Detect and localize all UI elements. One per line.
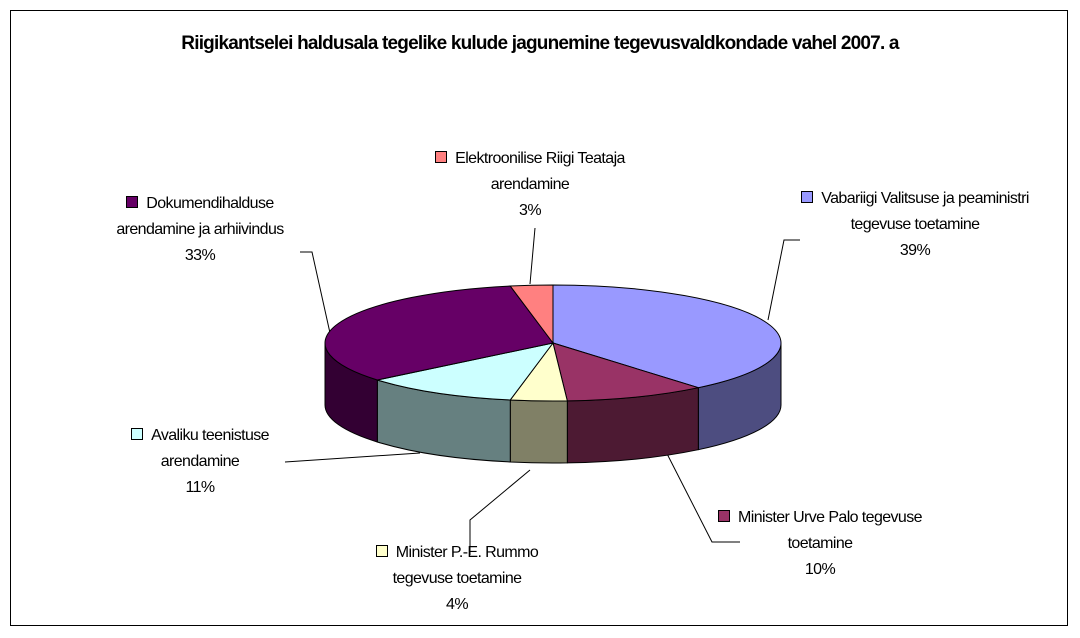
legend-key	[801, 191, 814, 203]
slice-side	[509, 399, 568, 464]
category-label: Avaliku teenistuse arendamine	[151, 427, 269, 470]
leader-line	[767, 239, 800, 321]
category-label: Minister Urve Palo tegevuse toetamine	[738, 509, 922, 552]
category-label: Vabariigi Valitsuse ja peaministri tegev…	[821, 190, 1029, 233]
category-label: Elektroonilise Riigi Teataja arendamine	[455, 150, 625, 193]
slice-label: Elektroonilise Riigi Teataja arendamine 3…	[425, 146, 635, 224]
legend-key	[435, 151, 448, 163]
leader-line	[659, 439, 740, 543]
slice-label: Avaliku teenistuse arendamine 11%	[95, 423, 305, 501]
slice-label: Vabariigi Valitsuse ja peaministri tegev…	[800, 186, 1030, 264]
leader-line	[469, 469, 531, 555]
slice-label: Minister P.-E. Rummo tegevuse toetamine 4…	[362, 540, 552, 618]
chart-title: Riigikantselei haldusala tegelike kulude…	[181, 33, 899, 54]
slice	[509, 284, 554, 345]
slice-label: Minister Urve Palo tegevuse toetamine 10%	[715, 505, 925, 583]
chart-frame	[10, 10, 1068, 626]
leader-line	[529, 227, 536, 285]
legend-key	[131, 428, 144, 440]
slice	[552, 342, 701, 402]
slice-label: Dokumendihalduse arendamine ja arhiivind…	[100, 191, 300, 269]
legend-key	[375, 545, 388, 557]
slice	[375, 342, 555, 401]
leader-line	[300, 251, 331, 334]
value-label: 11%	[185, 479, 215, 496]
category-label: Dokumendihalduse arendamine ja arhiivind…	[116, 195, 284, 238]
value-label: 39%	[899, 242, 931, 259]
legend-key	[718, 510, 731, 522]
slice	[552, 284, 782, 389]
value-label: 10%	[804, 561, 836, 578]
legend-key	[126, 196, 139, 208]
slice	[324, 285, 554, 381]
value-label: 33%	[184, 247, 216, 264]
category-label: Minister P.-E. Rummo tegevuse toetamine	[392, 544, 539, 587]
leader-line	[284, 452, 421, 463]
value-label: 3%	[519, 202, 542, 219]
value-label: 4%	[446, 596, 469, 613]
